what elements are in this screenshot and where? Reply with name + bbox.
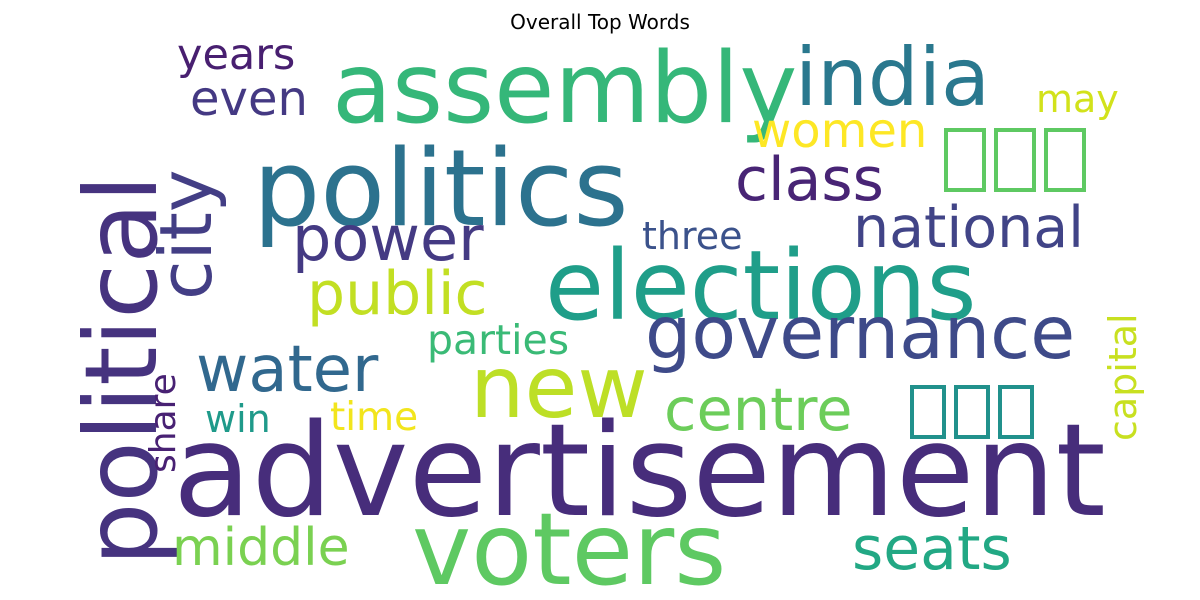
word-assembly: assembly bbox=[332, 32, 798, 146]
word-water: water bbox=[196, 333, 379, 407]
word-seats: seats bbox=[852, 514, 1012, 584]
word-share: share bbox=[143, 373, 184, 473]
word-city: city bbox=[144, 169, 228, 300]
word-centre: centre bbox=[664, 375, 853, 444]
word-india: india bbox=[795, 31, 990, 124]
word-power: power bbox=[292, 202, 484, 275]
word-new: new bbox=[470, 338, 648, 438]
word-may: may bbox=[1036, 77, 1119, 121]
missing-glyph-box bbox=[998, 385, 1034, 439]
missing-glyph-box bbox=[910, 385, 946, 439]
word-voters: voters bbox=[412, 491, 727, 600]
missing-glyph-box bbox=[954, 385, 990, 439]
word-time: time bbox=[330, 395, 419, 440]
word-politics: politics bbox=[253, 127, 629, 250]
word-elections: elections bbox=[545, 230, 977, 342]
word-national: national bbox=[853, 195, 1085, 261]
missing-glyph-boxes-middle bbox=[910, 385, 1034, 443]
missing-glyph-box bbox=[944, 128, 986, 192]
word-middle: middle bbox=[172, 518, 350, 578]
word-advertisement: advertisement bbox=[173, 397, 1106, 546]
word-three: three bbox=[642, 214, 743, 258]
missing-glyph-boxes-top bbox=[944, 128, 1086, 196]
word-governance: governance bbox=[645, 291, 1076, 376]
word-capital: capital bbox=[1101, 313, 1145, 441]
chart-title: Overall Top Words bbox=[510, 10, 690, 34]
word-parties: parties bbox=[427, 316, 570, 364]
word-years: years bbox=[177, 30, 296, 80]
word-even: even bbox=[190, 71, 308, 127]
word-public: public bbox=[307, 259, 488, 329]
word-women: women bbox=[752, 103, 928, 159]
missing-glyph-box bbox=[994, 128, 1036, 192]
word-class: class bbox=[735, 145, 884, 215]
missing-glyph-box bbox=[1044, 128, 1086, 192]
word-win: win bbox=[205, 397, 271, 441]
